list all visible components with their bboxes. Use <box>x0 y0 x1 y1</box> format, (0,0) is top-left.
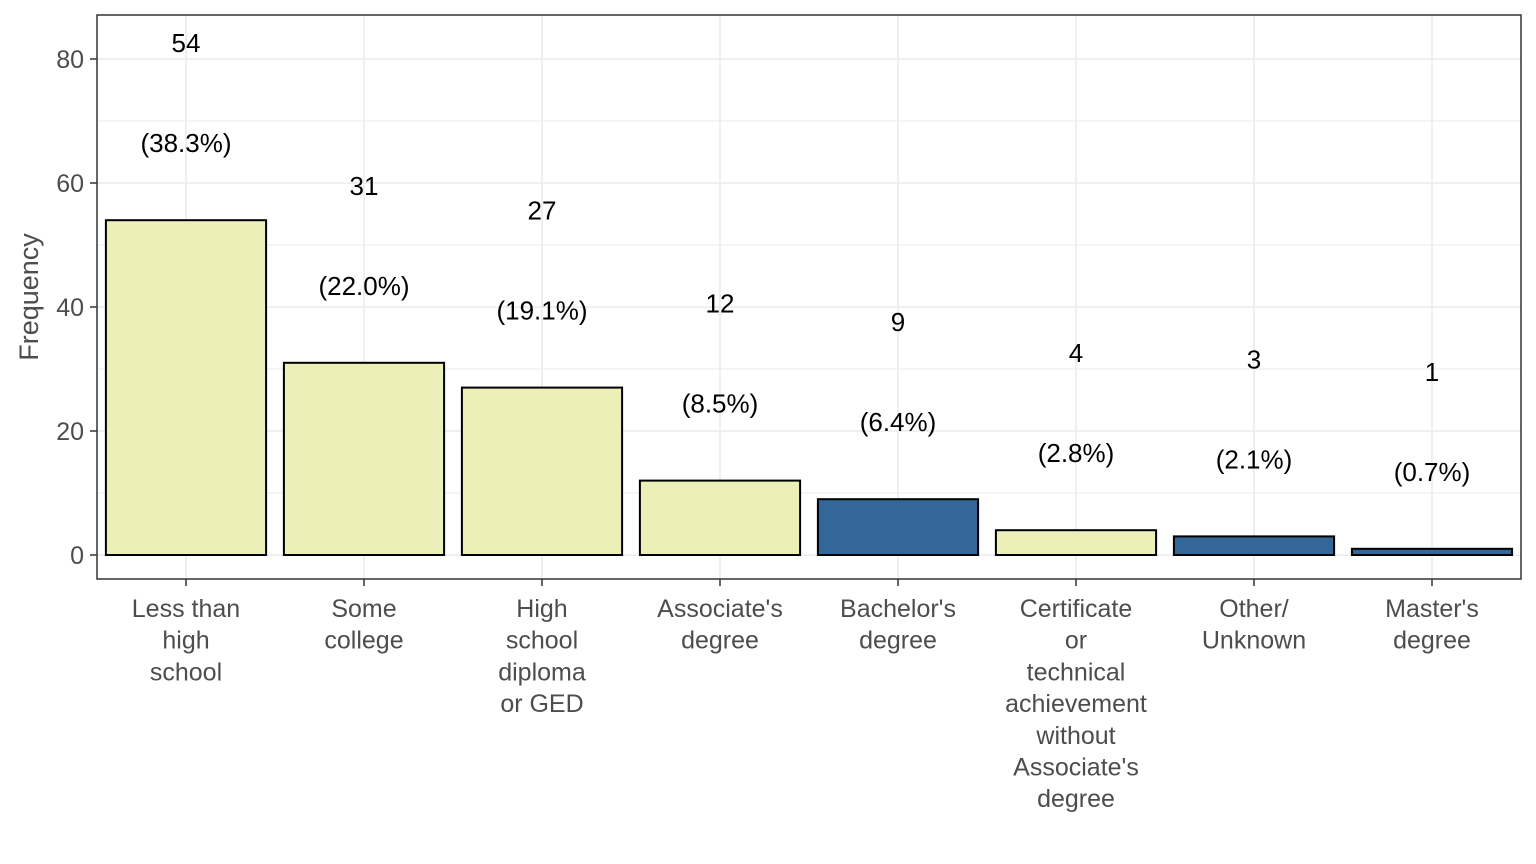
axes: 0 20 40 60 80 Less than high school Some college H… <box>56 46 1479 813</box>
x-tick-label-line: Associate's <box>657 595 783 623</box>
count-label: 31 <box>350 171 379 201</box>
count-label: 54 <box>172 28 201 58</box>
percent-label: (0.7%) <box>1394 457 1471 487</box>
x-tick-label-line: degree <box>681 627 759 655</box>
x-tick-label-line: school <box>150 658 222 686</box>
percent-label: (19.1%) <box>496 296 587 326</box>
x-tick-label-line: Bachelor's <box>840 595 956 623</box>
x-tick-label: Some college <box>324 595 403 655</box>
count-label: 4 <box>1069 338 1083 368</box>
x-tick-label: Certificate or technical achievement without… <box>1005 595 1147 813</box>
x-tick-label-line: or GED <box>500 690 583 718</box>
x-tick-label-line: Some <box>331 595 396 623</box>
x-tick-label-line: Unknown <box>1202 627 1306 655</box>
y-tick-label: 20 <box>56 418 84 446</box>
x-tick-label-line: degree <box>859 627 937 655</box>
percent-label: (8.5%) <box>682 389 759 419</box>
x-tick-label-line: degree <box>1393 627 1471 655</box>
bar <box>816 498 980 557</box>
x-tick-label-line: school <box>506 627 578 655</box>
count-label: 9 <box>891 307 905 337</box>
x-tick-label-line: technical <box>1027 658 1126 686</box>
y-tick-label: 40 <box>56 294 84 322</box>
x-tick-label-line: college <box>324 627 403 655</box>
x-tick-label-line: high <box>162 627 209 655</box>
bar <box>994 529 1158 557</box>
x-tick-label: Associate's degree <box>657 595 783 655</box>
count-label: 27 <box>528 196 557 226</box>
percent-label: (38.3%) <box>140 128 231 158</box>
x-tick-label: Less than high school <box>132 595 240 686</box>
x-tick-label-line: achievement <box>1005 690 1147 718</box>
percent-label: (6.4%) <box>860 407 937 437</box>
percent-label: (22.0%) <box>318 271 409 301</box>
x-tick-label-line: Less than <box>132 595 240 623</box>
count-label: 3 <box>1247 344 1261 374</box>
bar <box>1350 547 1514 556</box>
x-tick-label-line: Associate's <box>1013 754 1139 782</box>
bar <box>460 386 624 556</box>
bar <box>638 479 802 557</box>
count-label: 1 <box>1425 357 1439 387</box>
x-tick-label-line: High <box>516 595 567 623</box>
x-tick-label-line: Certificate <box>1020 595 1133 623</box>
bar <box>1172 535 1336 557</box>
x-tick-label: Other/Unknown <box>1202 595 1306 655</box>
bar <box>282 361 446 556</box>
y-axis-title: Frequency <box>14 233 44 361</box>
data-labels: (38.3%)54(22.0%)31(19.1%)27(8.5%)12(6.4%… <box>140 28 1470 487</box>
x-tick-label-line: degree <box>1037 785 1115 813</box>
count-label: 12 <box>706 289 735 319</box>
x-tick-label: Master's degree <box>1385 595 1479 655</box>
y-tick-label: 80 <box>56 46 84 74</box>
panel-border <box>96 14 1522 580</box>
percent-label: (2.1%) <box>1216 444 1293 474</box>
x-tick-label-line: without <box>1035 722 1115 750</box>
bars <box>104 219 1514 557</box>
x-tick-label-line: Other/ <box>1219 595 1289 623</box>
x-tick-label: Bachelor's degree <box>840 595 956 655</box>
x-tick-label-line: or <box>1065 627 1087 655</box>
y-tick-label: 0 <box>70 542 84 570</box>
x-tick-label-line: diploma <box>498 658 586 686</box>
x-tick-label: High school diploma or GED <box>498 595 586 718</box>
percent-label: (2.8%) <box>1038 438 1115 468</box>
y-tick-label: 60 <box>56 170 84 198</box>
bar <box>104 219 268 556</box>
x-tick-label-line: Master's <box>1385 595 1479 623</box>
